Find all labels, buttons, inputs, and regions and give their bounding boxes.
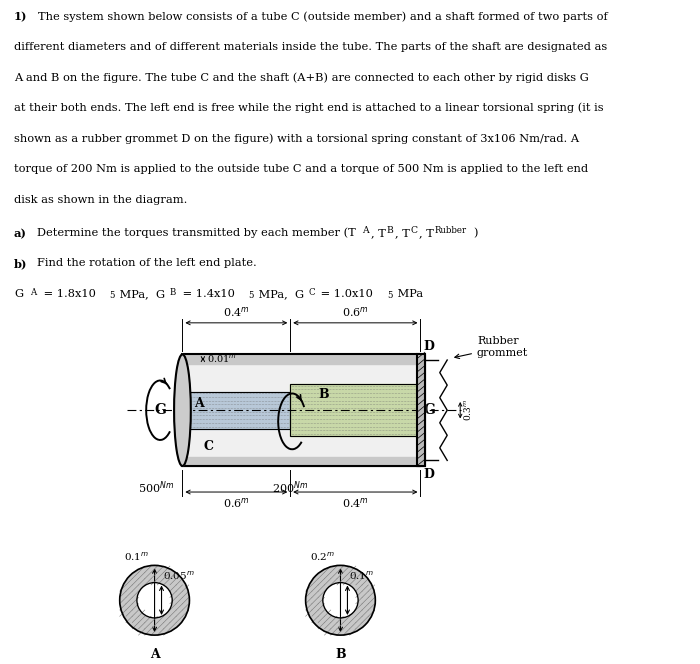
- Text: MPa: MPa: [393, 289, 423, 299]
- Text: , T: , T: [371, 228, 386, 238]
- Bar: [183, 364, 421, 457]
- Text: 5: 5: [387, 291, 392, 301]
- Bar: [183, 457, 421, 466]
- Text: 0.3$^m$: 0.3$^m$: [462, 399, 473, 422]
- Bar: [183, 392, 290, 429]
- Text: shown as a rubber grommet D on the figure) with a torsional spring constant of 3: shown as a rubber grommet D on the figur…: [14, 133, 579, 144]
- Text: G: G: [154, 403, 166, 417]
- Text: = 1.8x10: = 1.8x10: [41, 289, 96, 299]
- Bar: [183, 392, 290, 429]
- Text: = 1.0x10: = 1.0x10: [318, 289, 373, 299]
- Bar: [183, 355, 421, 364]
- Text: Find the rotation of the left end plate.: Find the rotation of the left end plate.: [37, 258, 256, 268]
- Text: , T: , T: [419, 228, 434, 238]
- Text: torque of 200 Nm is applied to the outside tube C and a torque of 500 Nm is appl: torque of 200 Nm is applied to the outsi…: [14, 164, 588, 174]
- Text: A: A: [150, 647, 160, 661]
- Circle shape: [120, 566, 190, 635]
- Text: C: C: [204, 440, 214, 453]
- Text: = 1.4x10: = 1.4x10: [179, 289, 235, 299]
- Circle shape: [137, 582, 172, 618]
- Text: , T: , T: [395, 228, 410, 238]
- Text: 0.1$^m$: 0.1$^m$: [349, 569, 374, 582]
- Bar: [416, 355, 425, 466]
- Bar: [290, 384, 421, 436]
- Circle shape: [323, 582, 358, 618]
- Text: 0.05$^m$: 0.05$^m$: [163, 569, 195, 582]
- Text: A and B on the figure. The tube C and the shaft (A+B) are connected to each othe: A and B on the figure. The tube C and th…: [14, 72, 589, 83]
- Text: B: B: [335, 647, 346, 661]
- Text: D: D: [424, 468, 434, 481]
- Text: A: A: [362, 226, 369, 236]
- Text: 0.4$^m$: 0.4$^m$: [223, 305, 250, 319]
- Text: A: A: [194, 397, 204, 410]
- Text: A: A: [30, 288, 36, 297]
- Text: 0.1$^m$: 0.1$^m$: [124, 550, 149, 563]
- Bar: [183, 355, 421, 466]
- Text: at their both ends. The left end is free while the right end is attached to a li: at their both ends. The left end is free…: [14, 103, 603, 114]
- Text: 1): 1): [14, 11, 27, 23]
- Circle shape: [306, 566, 375, 635]
- Ellipse shape: [174, 355, 191, 466]
- Text: MPa,  G: MPa, G: [255, 289, 304, 299]
- Text: different diameters and of different materials inside the tube. The parts of the: different diameters and of different mat…: [14, 42, 607, 52]
- Text: 0.6$^m$: 0.6$^m$: [342, 305, 369, 319]
- Bar: [416, 355, 425, 466]
- Text: 500$^{Nm}$: 500$^{Nm}$: [139, 479, 174, 495]
- Text: 0.2$^m$: 0.2$^m$: [310, 550, 335, 563]
- Text: 0.4$^m$: 0.4$^m$: [342, 496, 369, 510]
- Bar: [290, 384, 421, 436]
- Text: Determine the torques transmitted by each member (T: Determine the torques transmitted by eac…: [37, 228, 356, 238]
- Text: 5: 5: [248, 291, 253, 301]
- Text: The system shown below consists of a tube C (outside member) and a shaft formed : The system shown below consists of a tub…: [38, 11, 608, 22]
- Text: Rubber
grommet: Rubber grommet: [455, 336, 528, 359]
- Text: D: D: [424, 339, 434, 353]
- Text: C: C: [309, 288, 315, 297]
- Text: 5: 5: [110, 291, 115, 301]
- Text: G: G: [424, 403, 435, 417]
- Text: Rubber: Rubber: [435, 226, 467, 234]
- Text: G: G: [14, 289, 23, 299]
- Text: B: B: [386, 226, 393, 236]
- Text: 200$^{Nm}$: 200$^{Nm}$: [272, 479, 309, 495]
- Text: 0.6$^m$: 0.6$^m$: [223, 496, 250, 510]
- Text: disk as shown in the diagram.: disk as shown in the diagram.: [14, 195, 188, 205]
- Text: 0.01$^m$: 0.01$^m$: [206, 353, 237, 365]
- Text: a): a): [14, 228, 27, 239]
- Text: b): b): [14, 258, 27, 270]
- Text: B: B: [169, 288, 176, 297]
- Text: B: B: [318, 388, 329, 401]
- Text: MPa,  G: MPa, G: [116, 289, 166, 299]
- Text: ): ): [473, 228, 477, 238]
- Text: C: C: [410, 226, 417, 236]
